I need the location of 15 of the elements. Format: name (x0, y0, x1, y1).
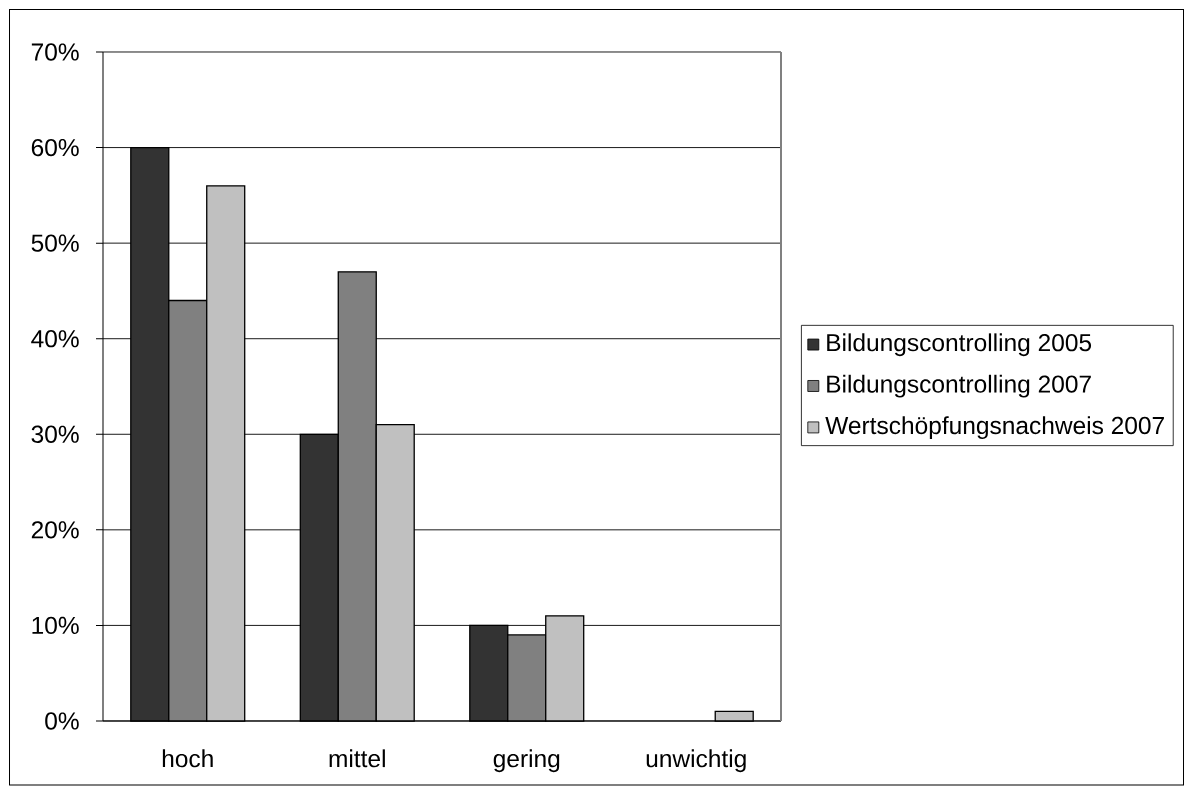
y-tick-label: 50% (31, 234, 79, 252)
y-tick-label: 40% (31, 330, 79, 348)
y-tick-label: 20% (31, 521, 79, 539)
y-tick-label: 0% (45, 712, 79, 730)
y-tick-label: 60% (31, 138, 79, 157)
y-tick-label: 30% (31, 425, 79, 443)
legend-label: Wertschöpfungsnachweis 2007 (825, 416, 1164, 440)
x-tick-label: mittel (329, 749, 385, 768)
x-tick-label: gering (493, 749, 560, 773)
legend-label: Bildungscontrolling 2007 (827, 374, 1091, 398)
y-tick-label: 70% (31, 43, 79, 61)
y-tick-label: 10% (32, 616, 79, 635)
legend-label: Bildungscontrolling 2005 (827, 333, 1092, 357)
x-tick-label: unwichtig (646, 749, 746, 773)
x-tick-label: hoch (162, 749, 213, 768)
